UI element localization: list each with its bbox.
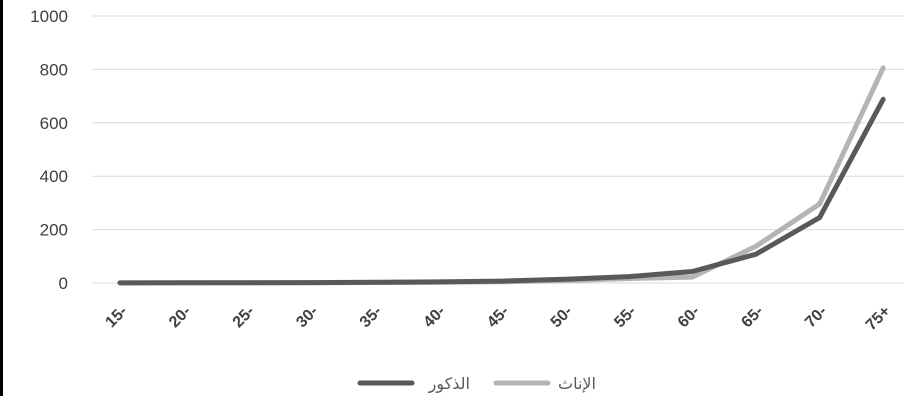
- series-line-1: [117, 65, 886, 286]
- x-axis-ticks: 15- 20- 25- 30- 35- 40- 45- 50- 55- 60- 65- 70- 75+: [102, 303, 894, 334]
- x-tick-label: 55-: [611, 303, 639, 331]
- x-tick-label: 75+: [863, 303, 894, 334]
- series-lines: [117, 65, 886, 286]
- x-tick-label: 65-: [738, 303, 766, 331]
- x-tick-label: 60-: [675, 303, 703, 331]
- y-axis-ticks: 0 200 400 600 800 1000: [30, 7, 68, 293]
- x-tick-label: 20-: [166, 303, 194, 331]
- y-tick-label: 0: [59, 274, 68, 293]
- legend-label-0: الذكور: [428, 374, 470, 394]
- y-tick-label: 600: [40, 114, 68, 133]
- x-tick-label: 35-: [357, 303, 385, 331]
- x-tick-label: 50-: [548, 303, 576, 331]
- x-tick-label: 45-: [484, 303, 512, 331]
- y-tick-label: 400: [40, 167, 68, 186]
- gridlines: [92, 15, 904, 284]
- x-tick-label: 40-: [420, 303, 448, 331]
- x-tick-label: 25-: [230, 303, 258, 331]
- y-tick-label: 800: [40, 60, 68, 79]
- x-tick-label: 15-: [102, 303, 130, 331]
- legend-label-1: الإناث: [558, 374, 596, 393]
- y-tick-label: 1000: [30, 7, 68, 26]
- legend: الذكور الإناث: [357, 374, 596, 394]
- x-tick-label: 70-: [802, 303, 830, 331]
- left-edge-bar: [0, 0, 3, 396]
- x-tick-label: 30-: [293, 303, 321, 331]
- series-line-0: [117, 96, 886, 286]
- y-tick-label: 200: [40, 221, 68, 240]
